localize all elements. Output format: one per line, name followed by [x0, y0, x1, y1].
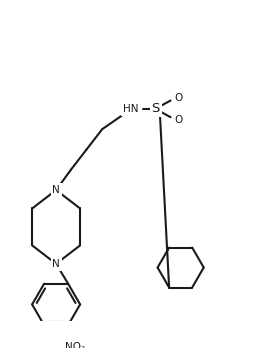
Text: HN: HN: [123, 104, 139, 114]
Text: O: O: [175, 93, 183, 103]
Text: N: N: [52, 259, 60, 269]
Text: NO₂: NO₂: [66, 342, 86, 348]
Text: O: O: [175, 115, 183, 125]
Text: S: S: [151, 102, 160, 115]
Text: N: N: [52, 185, 60, 195]
